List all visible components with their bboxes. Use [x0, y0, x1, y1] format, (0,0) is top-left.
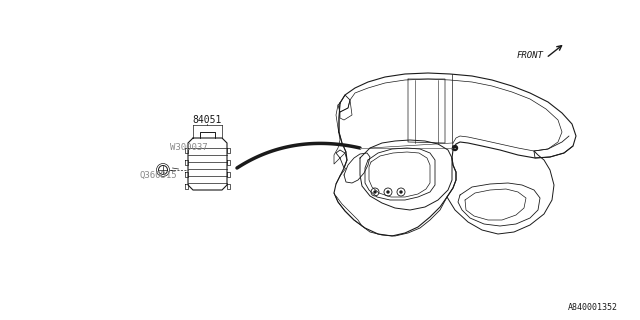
- Text: W300037: W300037: [170, 143, 207, 153]
- Text: A840001352: A840001352: [568, 303, 618, 312]
- Circle shape: [387, 191, 389, 193]
- Circle shape: [400, 191, 402, 193]
- Circle shape: [374, 191, 376, 193]
- Circle shape: [452, 146, 458, 150]
- Text: Q360015: Q360015: [140, 171, 178, 180]
- Text: 84051: 84051: [192, 115, 221, 125]
- Text: FRONT: FRONT: [516, 51, 543, 60]
